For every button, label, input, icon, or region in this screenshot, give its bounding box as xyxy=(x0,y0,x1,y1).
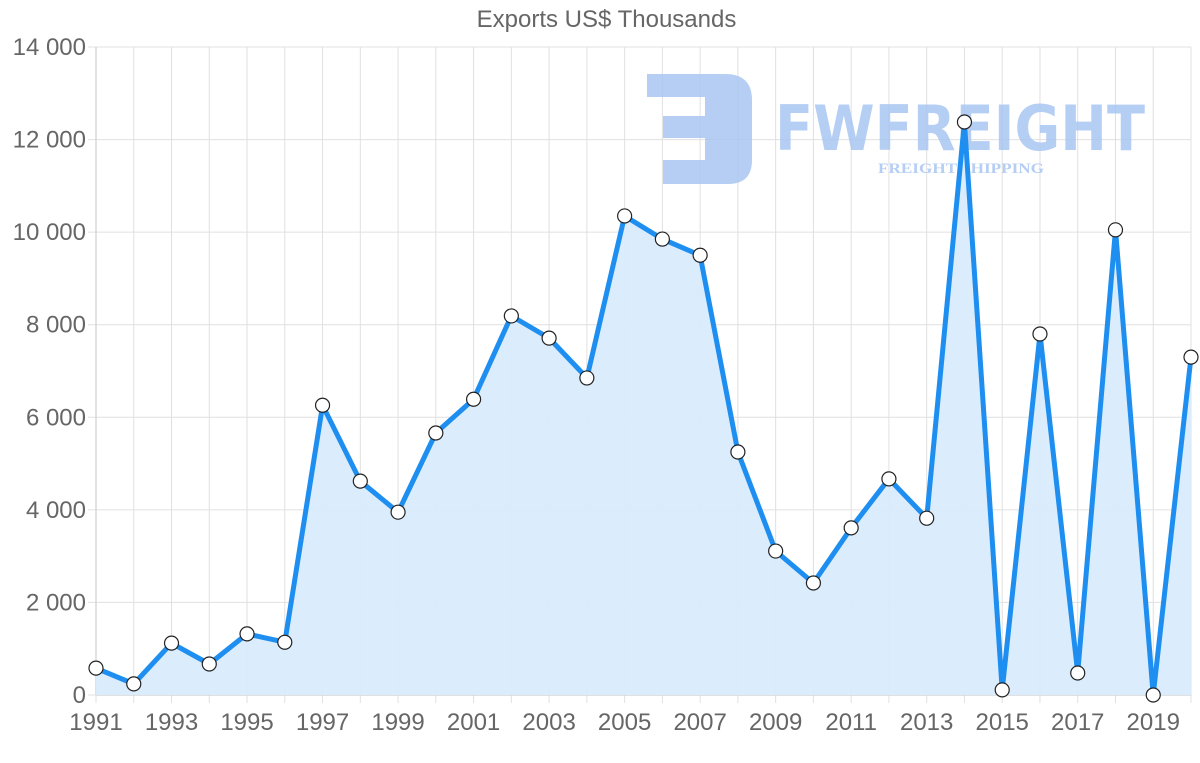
x-tick-label: 2019 xyxy=(1127,709,1180,736)
data-point-2012[interactable] xyxy=(881,471,897,487)
logo-mark-icon xyxy=(647,74,752,184)
x-tick-label: 2007 xyxy=(673,709,726,736)
data-point-2008[interactable] xyxy=(730,444,746,460)
x-tick-label: 1991 xyxy=(69,709,122,736)
data-point-2018[interactable] xyxy=(1107,222,1124,238)
data-point-1995[interactable] xyxy=(239,626,255,642)
data-point-2011[interactable] xyxy=(843,520,859,536)
data-point-2015[interactable] xyxy=(994,682,1010,698)
fwfreight-watermark-logo: FWFREIGHT FREIGHT SHIPPING xyxy=(647,74,1145,184)
data-point-2003[interactable] xyxy=(541,330,557,346)
data-point-1997[interactable] xyxy=(314,397,331,413)
data-point-2020[interactable] xyxy=(1183,349,1199,365)
x-tick-label: 1993 xyxy=(145,709,198,736)
x-tick-label: 1995 xyxy=(220,709,273,736)
x-tick-label: 2001 xyxy=(447,709,500,736)
y-tick-label: 4 000 xyxy=(26,497,86,524)
data-point-2016[interactable] xyxy=(1032,326,1048,342)
x-tick-label: 2015 xyxy=(976,709,1029,736)
y-tick-label: 2 000 xyxy=(26,589,86,616)
data-point-2004[interactable] xyxy=(579,370,595,386)
data-point-2013[interactable] xyxy=(919,510,935,526)
data-point-1996[interactable] xyxy=(277,634,293,650)
data-point-2019[interactable] xyxy=(1145,687,1161,703)
y-tick-label: 8 000 xyxy=(26,312,86,339)
x-tick-label: 1997 xyxy=(296,709,349,736)
y-tick-label: 10 000 xyxy=(13,219,86,246)
data-point-2006[interactable] xyxy=(654,231,670,247)
data-point-1998[interactable] xyxy=(352,473,368,489)
data-point-1991[interactable] xyxy=(88,660,104,676)
y-tick-label: 6 000 xyxy=(26,404,86,431)
x-tick-label: 2009 xyxy=(749,709,802,736)
data-point-1993[interactable] xyxy=(163,635,180,651)
data-point-2017[interactable] xyxy=(1070,665,1086,681)
data-point-2010[interactable] xyxy=(805,575,822,591)
y-tick-label: 0 xyxy=(73,682,86,709)
x-tick-label: 2017 xyxy=(1051,709,1104,736)
data-point-1992[interactable] xyxy=(126,676,142,692)
data-points xyxy=(88,114,1199,703)
chart-title: Exports US$ Thousands xyxy=(476,6,737,33)
x-tick-label: 1999 xyxy=(371,709,424,736)
area-fill xyxy=(96,122,1191,695)
data-point-2000[interactable] xyxy=(428,425,444,441)
x-tick-label: 2013 xyxy=(900,709,953,736)
y-tick-label: 12 000 xyxy=(13,127,86,154)
data-point-2009[interactable] xyxy=(768,543,784,559)
data-point-2005[interactable] xyxy=(617,208,633,224)
data-point-2014[interactable] xyxy=(956,114,973,130)
x-tick-label: 2003 xyxy=(522,709,575,736)
x-tick-label: 2005 xyxy=(598,709,651,736)
data-point-2001[interactable] xyxy=(465,391,482,407)
data-point-2002[interactable] xyxy=(503,308,519,324)
x-tick-label: 2011 xyxy=(825,709,877,736)
data-point-2007[interactable] xyxy=(692,247,708,263)
y-axis-labels: 0 2 000 4 000 6 000 8 000 10 000 12 000 14 000 xyxy=(13,34,86,709)
data-point-1999[interactable] xyxy=(390,504,406,520)
x-axis-labels: 1991 1993 1995 1997 1999 2001 2003 2005 2007 2009… xyxy=(69,709,1180,736)
data-point-1994[interactable] xyxy=(201,656,217,672)
y-tick-label: 14 000 xyxy=(13,34,86,61)
